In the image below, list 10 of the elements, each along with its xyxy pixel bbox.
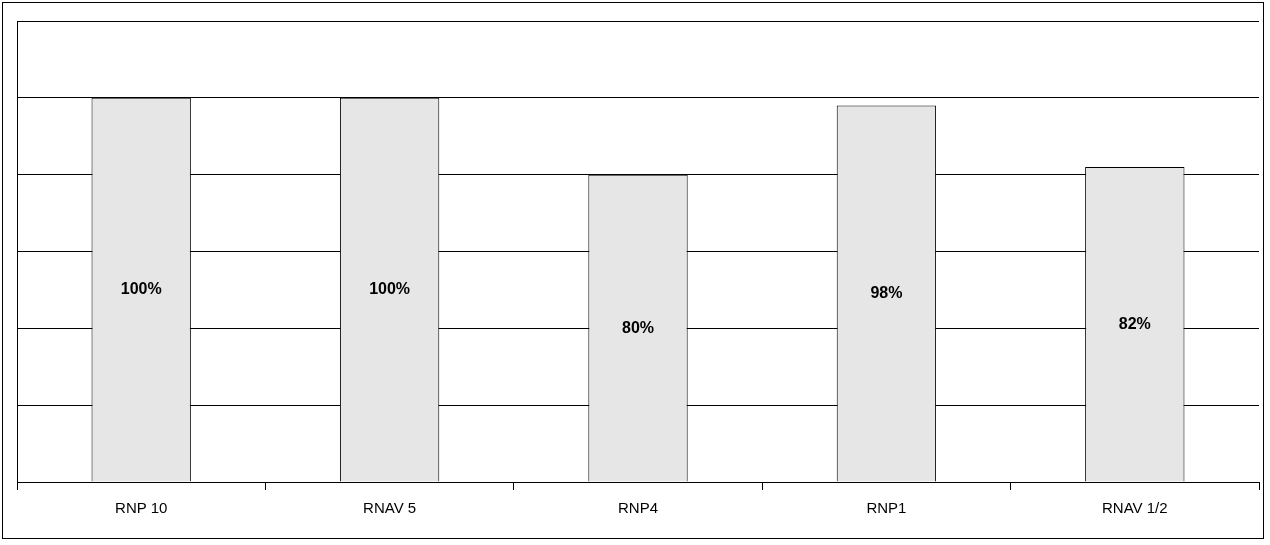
x-tick-label: RNP1 bbox=[866, 499, 907, 517]
data-label: 100% bbox=[369, 280, 411, 298]
data-label: 80% bbox=[621, 318, 655, 336]
data-label: 100% bbox=[120, 280, 162, 298]
data-label: 82% bbox=[1118, 314, 1151, 332]
x-tick-label: RNP4 bbox=[617, 499, 659, 517]
data-label: 98% bbox=[870, 284, 903, 302]
x-tick-label: RNP 10 bbox=[115, 499, 168, 517]
x-tick-label: RNAV 5 bbox=[363, 499, 417, 517]
x-tick-label: RNAV 1/2 bbox=[1102, 499, 1168, 517]
